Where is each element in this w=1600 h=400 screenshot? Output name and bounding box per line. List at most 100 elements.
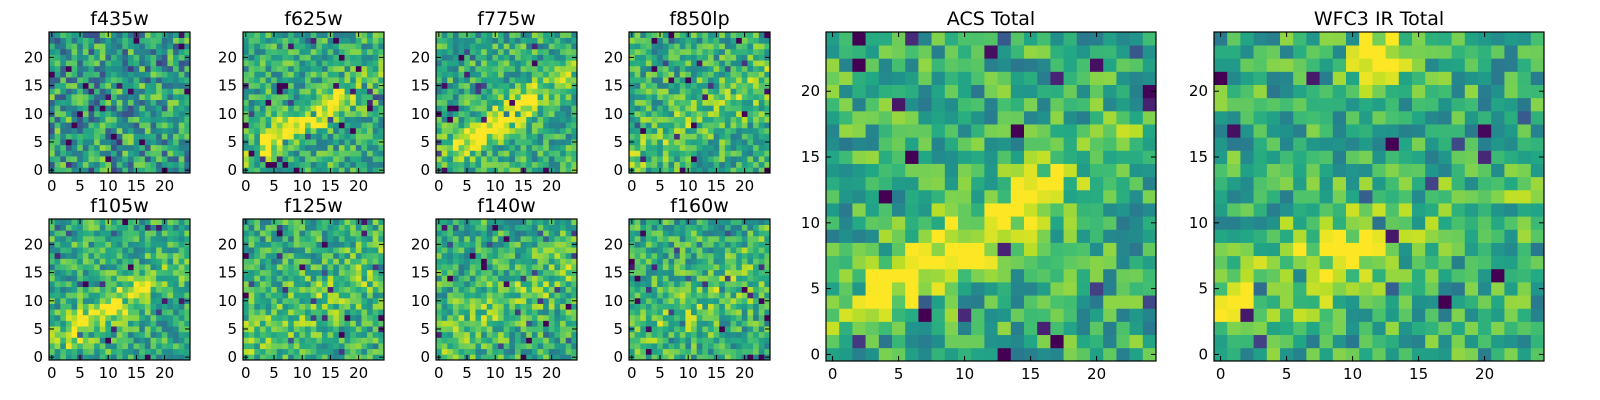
heatmap-cell: [259, 331, 266, 338]
heatmap-cell: [144, 99, 151, 106]
heatmap-cell: [293, 150, 300, 157]
heatmap-cell: [94, 303, 101, 310]
heatmap-cell: [355, 110, 362, 117]
heatmap-cell: [730, 314, 737, 321]
heatmap-cell: [475, 309, 482, 316]
y-tick-label: 0: [33, 348, 43, 366]
heatmap-cell: [248, 230, 255, 237]
heatmap-cell: [327, 60, 334, 67]
heatmap-cell: [719, 309, 726, 316]
heatmap-cell: [531, 297, 538, 304]
heatmap-cell: [498, 292, 505, 299]
heatmap-cell: [173, 309, 180, 316]
heatmap-cell: [702, 314, 709, 321]
heatmap-cell: [139, 105, 146, 112]
heatmap-cell: [77, 110, 84, 117]
heatmap-cell: [696, 326, 703, 333]
heatmap-cell: [60, 275, 67, 282]
heatmap-cell: [316, 219, 323, 225]
heatmap-cell: [514, 337, 521, 344]
heatmap-cell: [54, 241, 61, 248]
heatmap-cell: [333, 77, 340, 84]
heatmap-cell: [674, 77, 681, 84]
heatmap-cell: [758, 77, 765, 84]
heatmap-cell: [184, 37, 191, 44]
heatmap-cell: [531, 309, 538, 316]
heatmap-cell: [105, 331, 112, 338]
heatmap-cell: [713, 94, 720, 101]
heatmap-cell: [560, 122, 567, 129]
heatmap-cell: [509, 314, 516, 321]
heatmap-cell: [310, 88, 317, 95]
heatmap-cell: [282, 286, 289, 293]
heatmap-cell: [764, 37, 771, 44]
heatmap-cell: [509, 297, 516, 304]
heatmap-cell: [350, 65, 357, 72]
heatmap-cell: [99, 297, 106, 304]
heatmap-cell: [116, 343, 123, 350]
axes-frame: [628, 31, 771, 174]
heatmap-cell: [178, 156, 185, 163]
heatmap-cell: [248, 77, 255, 84]
heatmap-cell: [753, 331, 760, 338]
heatmap-cell: [173, 60, 180, 67]
heatmap-cell: [730, 331, 737, 338]
heatmap-cell: [526, 241, 533, 248]
heatmap-cell: [361, 167, 368, 174]
heatmap-cell: [758, 144, 765, 151]
heatmap-cell: [161, 150, 168, 157]
heatmap-cell: [758, 292, 765, 299]
heatmap-cell: [361, 77, 368, 84]
heatmap-cell: [254, 337, 261, 344]
heatmap-cell: [60, 43, 67, 50]
heatmap-cell: [543, 144, 550, 151]
heatmap-cell: [531, 105, 538, 112]
heatmap-cell: [730, 144, 737, 151]
heatmap-cell: [634, 65, 641, 72]
heatmap-cell: [537, 37, 544, 44]
heatmap-cell: [707, 156, 714, 163]
heatmap-cell: [88, 105, 95, 112]
heatmap-cell: [150, 99, 157, 106]
heatmap-cell: [481, 99, 488, 106]
heatmap-cell: [554, 219, 561, 225]
heatmap-cell: [282, 32, 289, 38]
heatmap-cell: [531, 88, 538, 95]
heatmap-cell: [537, 82, 544, 89]
heatmap-cell: [657, 331, 664, 338]
heatmap-cell: [367, 241, 374, 248]
heatmap-cell: [276, 241, 283, 248]
heatmap-cell: [481, 235, 488, 242]
heatmap-cell: [338, 269, 345, 276]
heatmap-cell: [139, 219, 146, 225]
heatmap-cell: [696, 167, 703, 174]
heatmap-cell: [492, 60, 499, 67]
heatmap-cell: [156, 71, 163, 78]
heatmap-cell: [122, 354, 129, 361]
heatmap-cell: [367, 281, 374, 288]
heatmap-cell: [537, 224, 544, 231]
heatmap-cell: [452, 235, 459, 242]
heatmap-cell: [184, 43, 191, 50]
heatmap-cell: [464, 110, 471, 117]
heatmap-cell: [259, 320, 266, 327]
heatmap-cell: [293, 269, 300, 276]
heatmap-cell: [724, 144, 731, 151]
heatmap-cell: [60, 230, 67, 237]
heatmap-cell: [173, 326, 180, 333]
heatmap-cell: [560, 60, 567, 67]
heatmap-cell: [486, 258, 493, 265]
heatmap-cell: [640, 54, 647, 61]
heatmap-cell: [265, 337, 272, 344]
heatmap-cell: [299, 337, 306, 344]
heatmap-cell: [167, 241, 174, 248]
heatmap-cell: [133, 48, 140, 55]
heatmap-cell: [436, 71, 442, 78]
heatmap-cell: [288, 269, 295, 276]
heatmap-cell: [372, 105, 379, 112]
heatmap-cell: [338, 133, 345, 140]
heatmap-cell: [54, 122, 61, 129]
heatmap-cell: [361, 292, 368, 299]
heatmap-cell: [503, 139, 510, 146]
heatmap-cell: [99, 105, 106, 112]
